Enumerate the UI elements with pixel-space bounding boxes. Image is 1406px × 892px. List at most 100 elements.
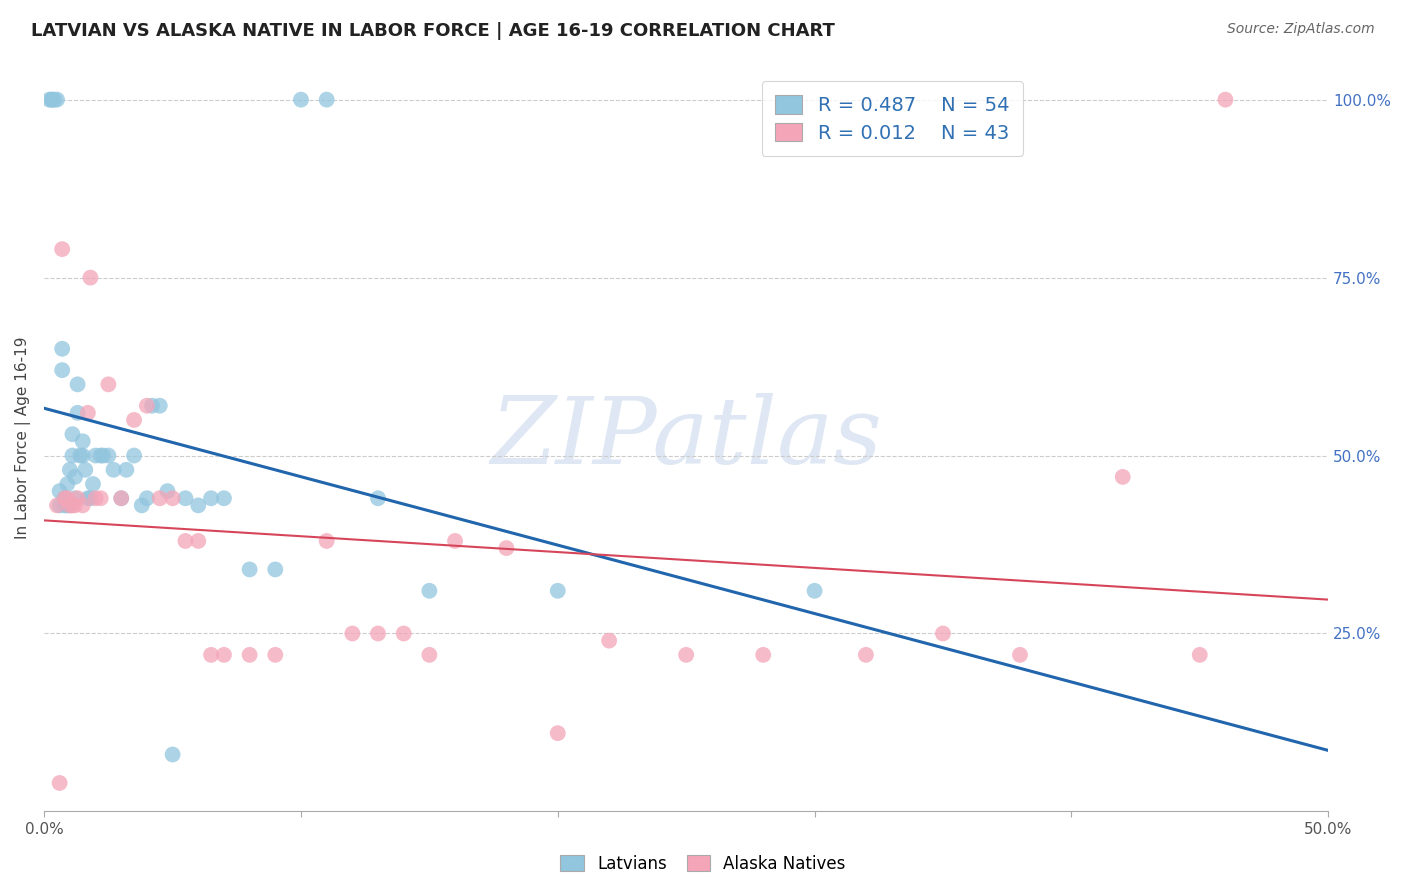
Point: [122, 413, 145, 427]
Point: [110, 491, 132, 506]
Legend: R = 0.487    N = 54, R = 0.012    N = 43: R = 0.487 N = 54, R = 0.012 N = 43: [762, 81, 1024, 156]
Point: [200, 648, 222, 662]
Point: [239, 648, 262, 662]
Point: [264, 648, 287, 662]
Point: [135, 399, 157, 413]
Point: [97, 377, 120, 392]
Point: [315, 533, 337, 548]
Point: [75, 463, 97, 477]
Point: [675, 648, 697, 662]
Point: [59, 499, 82, 513]
Point: [63, 470, 86, 484]
Point: [212, 491, 235, 506]
Point: [174, 491, 197, 506]
Point: [41, 93, 63, 107]
Point: [46, 93, 69, 107]
Legend: Latvians, Alaska Natives: Latvians, Alaska Natives: [554, 848, 852, 880]
Point: [418, 648, 440, 662]
Point: [418, 583, 440, 598]
Point: [62, 499, 84, 513]
Point: [46, 499, 69, 513]
Point: [495, 541, 517, 555]
Point: [131, 499, 153, 513]
Point: [103, 463, 125, 477]
Point: [115, 463, 138, 477]
Point: [122, 449, 145, 463]
Point: [444, 533, 467, 548]
Point: [53, 491, 76, 506]
Point: [79, 270, 101, 285]
Point: [59, 499, 82, 513]
Text: Source: ZipAtlas.com: Source: ZipAtlas.com: [1227, 22, 1375, 37]
Point: [63, 491, 86, 506]
Point: [48, 499, 70, 513]
Point: [90, 491, 112, 506]
Point: [72, 434, 94, 449]
Point: [56, 477, 79, 491]
Point: [187, 499, 209, 513]
Point: [110, 491, 132, 506]
Point: [53, 491, 76, 506]
Point: [69, 449, 91, 463]
Point: [392, 626, 415, 640]
Point: [1188, 648, 1211, 662]
Point: [82, 477, 104, 491]
Point: [367, 626, 389, 640]
Point: [56, 499, 79, 513]
Point: [51, 363, 73, 377]
Point: [66, 491, 89, 506]
Point: [239, 562, 262, 576]
Point: [48, 484, 70, 499]
Point: [72, 449, 94, 463]
Point: [90, 449, 112, 463]
Text: ZIPatlas: ZIPatlas: [491, 392, 882, 483]
Point: [51, 242, 73, 256]
Y-axis label: In Labor Force | Age 16-19: In Labor Force | Age 16-19: [15, 336, 31, 539]
Point: [62, 449, 84, 463]
Point: [41, 93, 63, 107]
Point: [1112, 470, 1135, 484]
Point: [162, 491, 184, 506]
Point: [342, 626, 364, 640]
Point: [1008, 648, 1031, 662]
Point: [598, 633, 620, 648]
Point: [547, 726, 569, 740]
Point: [84, 449, 107, 463]
Point: [141, 399, 163, 413]
Point: [752, 648, 775, 662]
Point: [290, 93, 312, 107]
Point: [803, 583, 825, 598]
Text: LATVIAN VS ALASKA NATIVE IN LABOR FORCE | AGE 16-19 CORRELATION CHART: LATVIAN VS ALASKA NATIVE IN LABOR FORCE …: [31, 22, 835, 40]
Point: [79, 491, 101, 506]
Point: [59, 463, 82, 477]
Point: [66, 377, 89, 392]
Point: [367, 491, 389, 506]
Point: [97, 449, 120, 463]
Point: [91, 449, 114, 463]
Point: [174, 533, 197, 548]
Point: [264, 562, 287, 576]
Point: [187, 533, 209, 548]
Point: [56, 491, 79, 506]
Point: [855, 648, 877, 662]
Point: [51, 342, 73, 356]
Point: [156, 484, 179, 499]
Point: [84, 491, 107, 506]
Point: [62, 427, 84, 442]
Point: [1215, 93, 1237, 107]
Point: [200, 491, 222, 506]
Point: [212, 648, 235, 662]
Point: [76, 406, 98, 420]
Point: [38, 93, 60, 107]
Point: [48, 776, 70, 790]
Point: [72, 499, 94, 513]
Point: [53, 499, 76, 513]
Point: [63, 499, 86, 513]
Point: [135, 491, 157, 506]
Point: [44, 93, 66, 107]
Point: [315, 93, 337, 107]
Point: [66, 406, 89, 420]
Point: [162, 747, 184, 762]
Point: [547, 583, 569, 598]
Point: [149, 399, 172, 413]
